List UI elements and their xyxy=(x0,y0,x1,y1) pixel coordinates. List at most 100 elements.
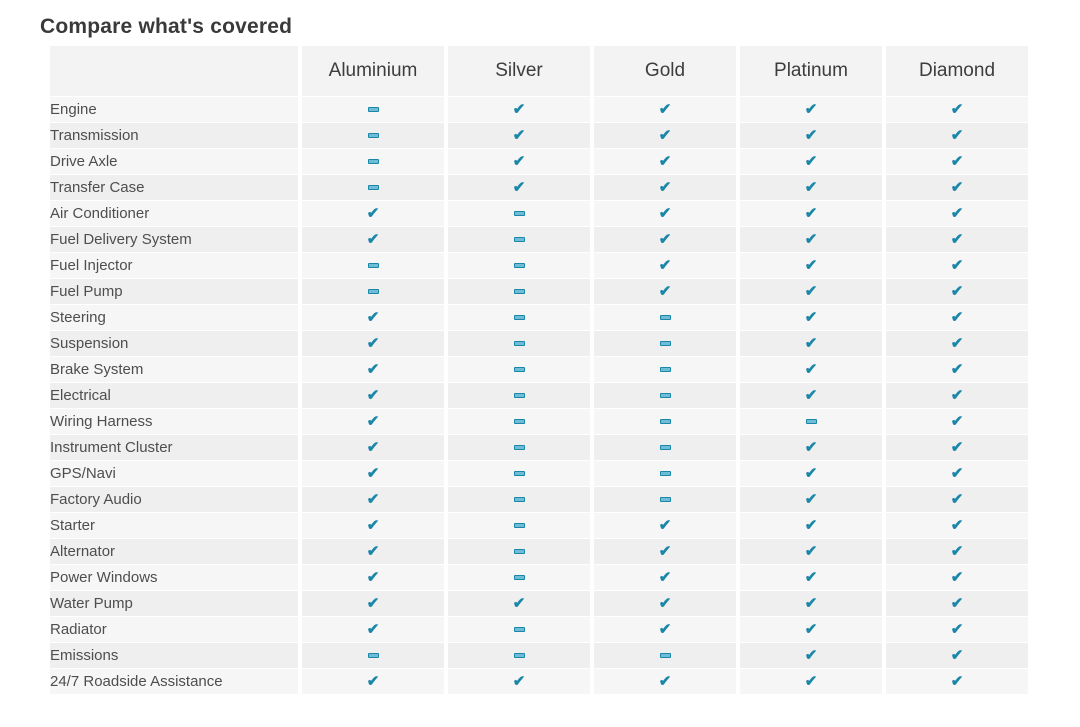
table-row: Fuel Delivery System ✔ ✔ ✔ ✔ xyxy=(50,227,1028,252)
coverage-cell: ✔ xyxy=(302,617,444,642)
coverage-cell: ✔ xyxy=(594,149,736,174)
check-icon: ✔ xyxy=(366,516,380,534)
table-row: Brake System ✔ ✔ ✔ xyxy=(50,357,1028,382)
table-row: Water Pump ✔ ✔ ✔ ✔ ✔ xyxy=(50,591,1028,616)
table-row: Air Conditioner ✔ ✔ ✔ ✔ xyxy=(50,201,1028,226)
coverage-cell: ✔ xyxy=(886,617,1028,642)
coverage-cell xyxy=(448,331,590,356)
check-icon: ✔ xyxy=(366,438,380,456)
check-icon: ✔ xyxy=(804,490,818,508)
coverage-cell: ✔ xyxy=(886,513,1028,538)
dash-icon xyxy=(659,652,671,658)
row-label: 24/7 Roadside Assistance xyxy=(50,669,298,694)
dash-icon xyxy=(805,418,817,424)
table-header: Aluminium Silver Gold Platinum Diamond xyxy=(50,46,1028,96)
plan-header-aluminium: Aluminium xyxy=(302,46,444,96)
coverage-cell xyxy=(448,357,590,382)
coverage-cell: ✔ xyxy=(886,149,1028,174)
coverage-cell xyxy=(594,409,736,434)
check-icon: ✔ xyxy=(366,386,380,404)
check-icon: ✔ xyxy=(804,334,818,352)
check-icon: ✔ xyxy=(950,672,964,690)
coverage-cell xyxy=(594,435,736,460)
check-icon: ✔ xyxy=(804,282,818,300)
dash-icon xyxy=(513,366,525,372)
coverage-cell xyxy=(448,435,590,460)
check-icon: ✔ xyxy=(950,100,964,118)
row-label: Starter xyxy=(50,513,298,538)
check-icon: ✔ xyxy=(950,308,964,326)
check-icon: ✔ xyxy=(950,204,964,222)
coverage-cell xyxy=(302,279,444,304)
check-icon: ✔ xyxy=(366,490,380,508)
coverage-cell: ✔ xyxy=(448,123,590,148)
coverage-cell: ✔ xyxy=(740,435,882,460)
check-icon: ✔ xyxy=(950,126,964,144)
coverage-cell: ✔ xyxy=(740,591,882,616)
coverage-cell: ✔ xyxy=(886,331,1028,356)
table-row: Instrument Cluster ✔ ✔ ✔ xyxy=(50,435,1028,460)
table-row: Wiring Harness ✔ ✔ xyxy=(50,409,1028,434)
coverage-cell: ✔ xyxy=(448,669,590,694)
coverage-cell: ✔ xyxy=(594,253,736,278)
dash-icon xyxy=(659,470,671,476)
check-icon: ✔ xyxy=(950,568,964,586)
check-icon: ✔ xyxy=(804,152,818,170)
coverage-cell xyxy=(448,201,590,226)
dash-icon xyxy=(513,340,525,346)
coverage-cell: ✔ xyxy=(886,487,1028,512)
coverage-cell: ✔ xyxy=(594,565,736,590)
check-icon: ✔ xyxy=(366,620,380,638)
check-icon: ✔ xyxy=(804,438,818,456)
coverage-cell: ✔ xyxy=(740,565,882,590)
dash-icon xyxy=(659,444,671,450)
row-label: Engine xyxy=(50,97,298,122)
coverage-cell xyxy=(302,175,444,200)
check-icon: ✔ xyxy=(950,594,964,612)
coverage-cell: ✔ xyxy=(740,123,882,148)
coverage-cell: ✔ xyxy=(448,175,590,200)
row-label: Wiring Harness xyxy=(50,409,298,434)
coverage-cell: ✔ xyxy=(302,305,444,330)
coverage-cell: ✔ xyxy=(886,565,1028,590)
coverage-cell: ✔ xyxy=(740,513,882,538)
row-label: Steering xyxy=(50,305,298,330)
plan-header-platinum: Platinum xyxy=(740,46,882,96)
table-row: Engine ✔ ✔ ✔ ✔ xyxy=(50,97,1028,122)
coverage-cell xyxy=(448,253,590,278)
coverage-cell: ✔ xyxy=(886,253,1028,278)
dash-icon xyxy=(513,314,525,320)
dash-icon xyxy=(367,106,379,112)
coverage-cell: ✔ xyxy=(594,617,736,642)
row-label-header xyxy=(50,46,298,96)
coverage-cell: ✔ xyxy=(302,409,444,434)
coverage-cell: ✔ xyxy=(594,539,736,564)
coverage-cell: ✔ xyxy=(886,539,1028,564)
coverage-cell xyxy=(448,305,590,330)
coverage-cell: ✔ xyxy=(302,383,444,408)
coverage-cell: ✔ xyxy=(886,383,1028,408)
coverage-cell xyxy=(448,539,590,564)
plan-header-gold: Gold xyxy=(594,46,736,96)
row-label: Water Pump xyxy=(50,591,298,616)
row-label: Power Windows xyxy=(50,565,298,590)
check-icon: ✔ xyxy=(804,542,818,560)
dash-icon xyxy=(513,210,525,216)
coverage-cell xyxy=(302,253,444,278)
row-label: Factory Audio xyxy=(50,487,298,512)
dash-icon xyxy=(513,496,525,502)
coverage-cell: ✔ xyxy=(302,331,444,356)
check-icon: ✔ xyxy=(950,282,964,300)
plan-header-row: Aluminium Silver Gold Platinum Diamond xyxy=(50,46,1028,96)
coverage-cell xyxy=(448,461,590,486)
dash-icon xyxy=(513,470,525,476)
table-row: GPS/Navi ✔ ✔ ✔ xyxy=(50,461,1028,486)
check-icon: ✔ xyxy=(804,464,818,482)
coverage-cell: ✔ xyxy=(886,357,1028,382)
check-icon: ✔ xyxy=(950,620,964,638)
coverage-cell: ✔ xyxy=(302,539,444,564)
coverage-cell xyxy=(594,383,736,408)
check-icon: ✔ xyxy=(950,152,964,170)
coverage-cell: ✔ xyxy=(594,227,736,252)
